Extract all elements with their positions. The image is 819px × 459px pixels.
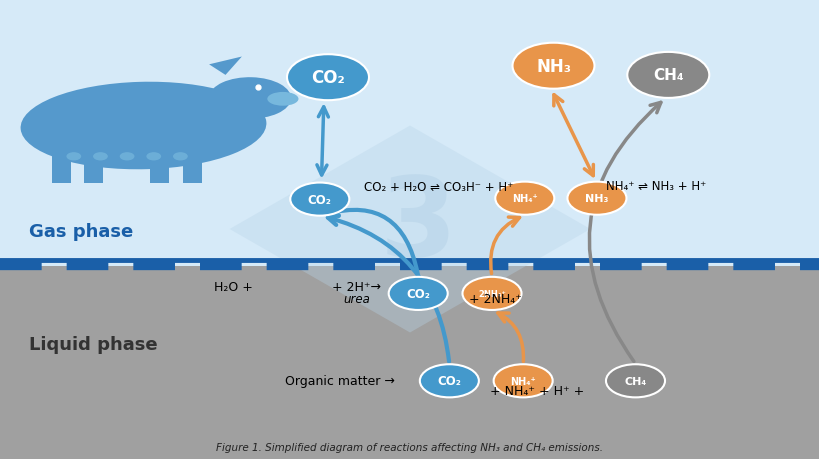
Text: CO₂: CO₂ [310,69,345,87]
Circle shape [287,55,369,101]
Text: + 2H⁺→: + 2H⁺→ [332,280,381,293]
Polygon shape [209,57,242,76]
Text: Gas phase: Gas phase [29,223,133,241]
Circle shape [495,182,554,215]
Circle shape [419,364,478,397]
Text: urea: urea [343,293,369,306]
Text: Organic matter →: Organic matter → [285,375,395,387]
Text: NH₃: NH₃ [536,57,570,76]
Text: H₂O +: H₂O + [214,280,253,293]
Ellipse shape [20,83,266,170]
FancyBboxPatch shape [183,154,201,184]
Text: NH₄⁺: NH₄⁺ [509,376,536,386]
FancyBboxPatch shape [0,266,819,459]
Circle shape [512,44,594,90]
Circle shape [567,182,626,215]
Circle shape [605,364,664,397]
Text: NH₄⁺: NH₄⁺ [511,194,537,204]
Text: CO₂: CO₂ [307,193,332,206]
Text: Figure 1. Simplified diagram of reactions affecting NH₃ and CH₄ emissions.: Figure 1. Simplified diagram of reaction… [216,442,603,452]
Polygon shape [229,126,590,333]
Text: CH₄: CH₄ [652,68,683,83]
Text: Liquid phase: Liquid phase [29,335,157,353]
Text: CO₂ + H₂O ⇌ CO₃H⁻ + H⁺: CO₂ + H₂O ⇌ CO₃H⁻ + H⁺ [364,181,513,194]
Ellipse shape [93,153,108,161]
Text: NH₃: NH₃ [585,194,608,204]
Ellipse shape [146,153,161,161]
FancyBboxPatch shape [150,154,169,184]
Text: CO₂: CO₂ [437,375,461,387]
Circle shape [388,277,447,310]
Ellipse shape [66,153,81,161]
Text: 2NH₄⁺: 2NH₄⁺ [477,289,505,298]
Circle shape [493,364,552,397]
FancyBboxPatch shape [0,0,819,266]
Text: 3: 3 [379,172,456,278]
Text: CH₄: CH₄ [623,376,646,386]
Circle shape [627,53,708,99]
FancyBboxPatch shape [52,154,70,184]
Circle shape [290,183,349,216]
Ellipse shape [173,153,188,161]
Circle shape [462,277,521,310]
Text: CO₂: CO₂ [405,287,430,300]
Ellipse shape [120,153,134,161]
Text: + NH₄⁺ + H⁺ +: + NH₄⁺ + H⁺ + [489,385,583,397]
Ellipse shape [209,78,291,119]
Text: NH₄⁺ ⇌ NH₃ + H⁺: NH₄⁺ ⇌ NH₃ + H⁺ [605,180,705,193]
Text: + 2NH₄⁺: + 2NH₄⁺ [468,293,521,306]
Ellipse shape [267,93,298,106]
FancyBboxPatch shape [84,154,103,184]
